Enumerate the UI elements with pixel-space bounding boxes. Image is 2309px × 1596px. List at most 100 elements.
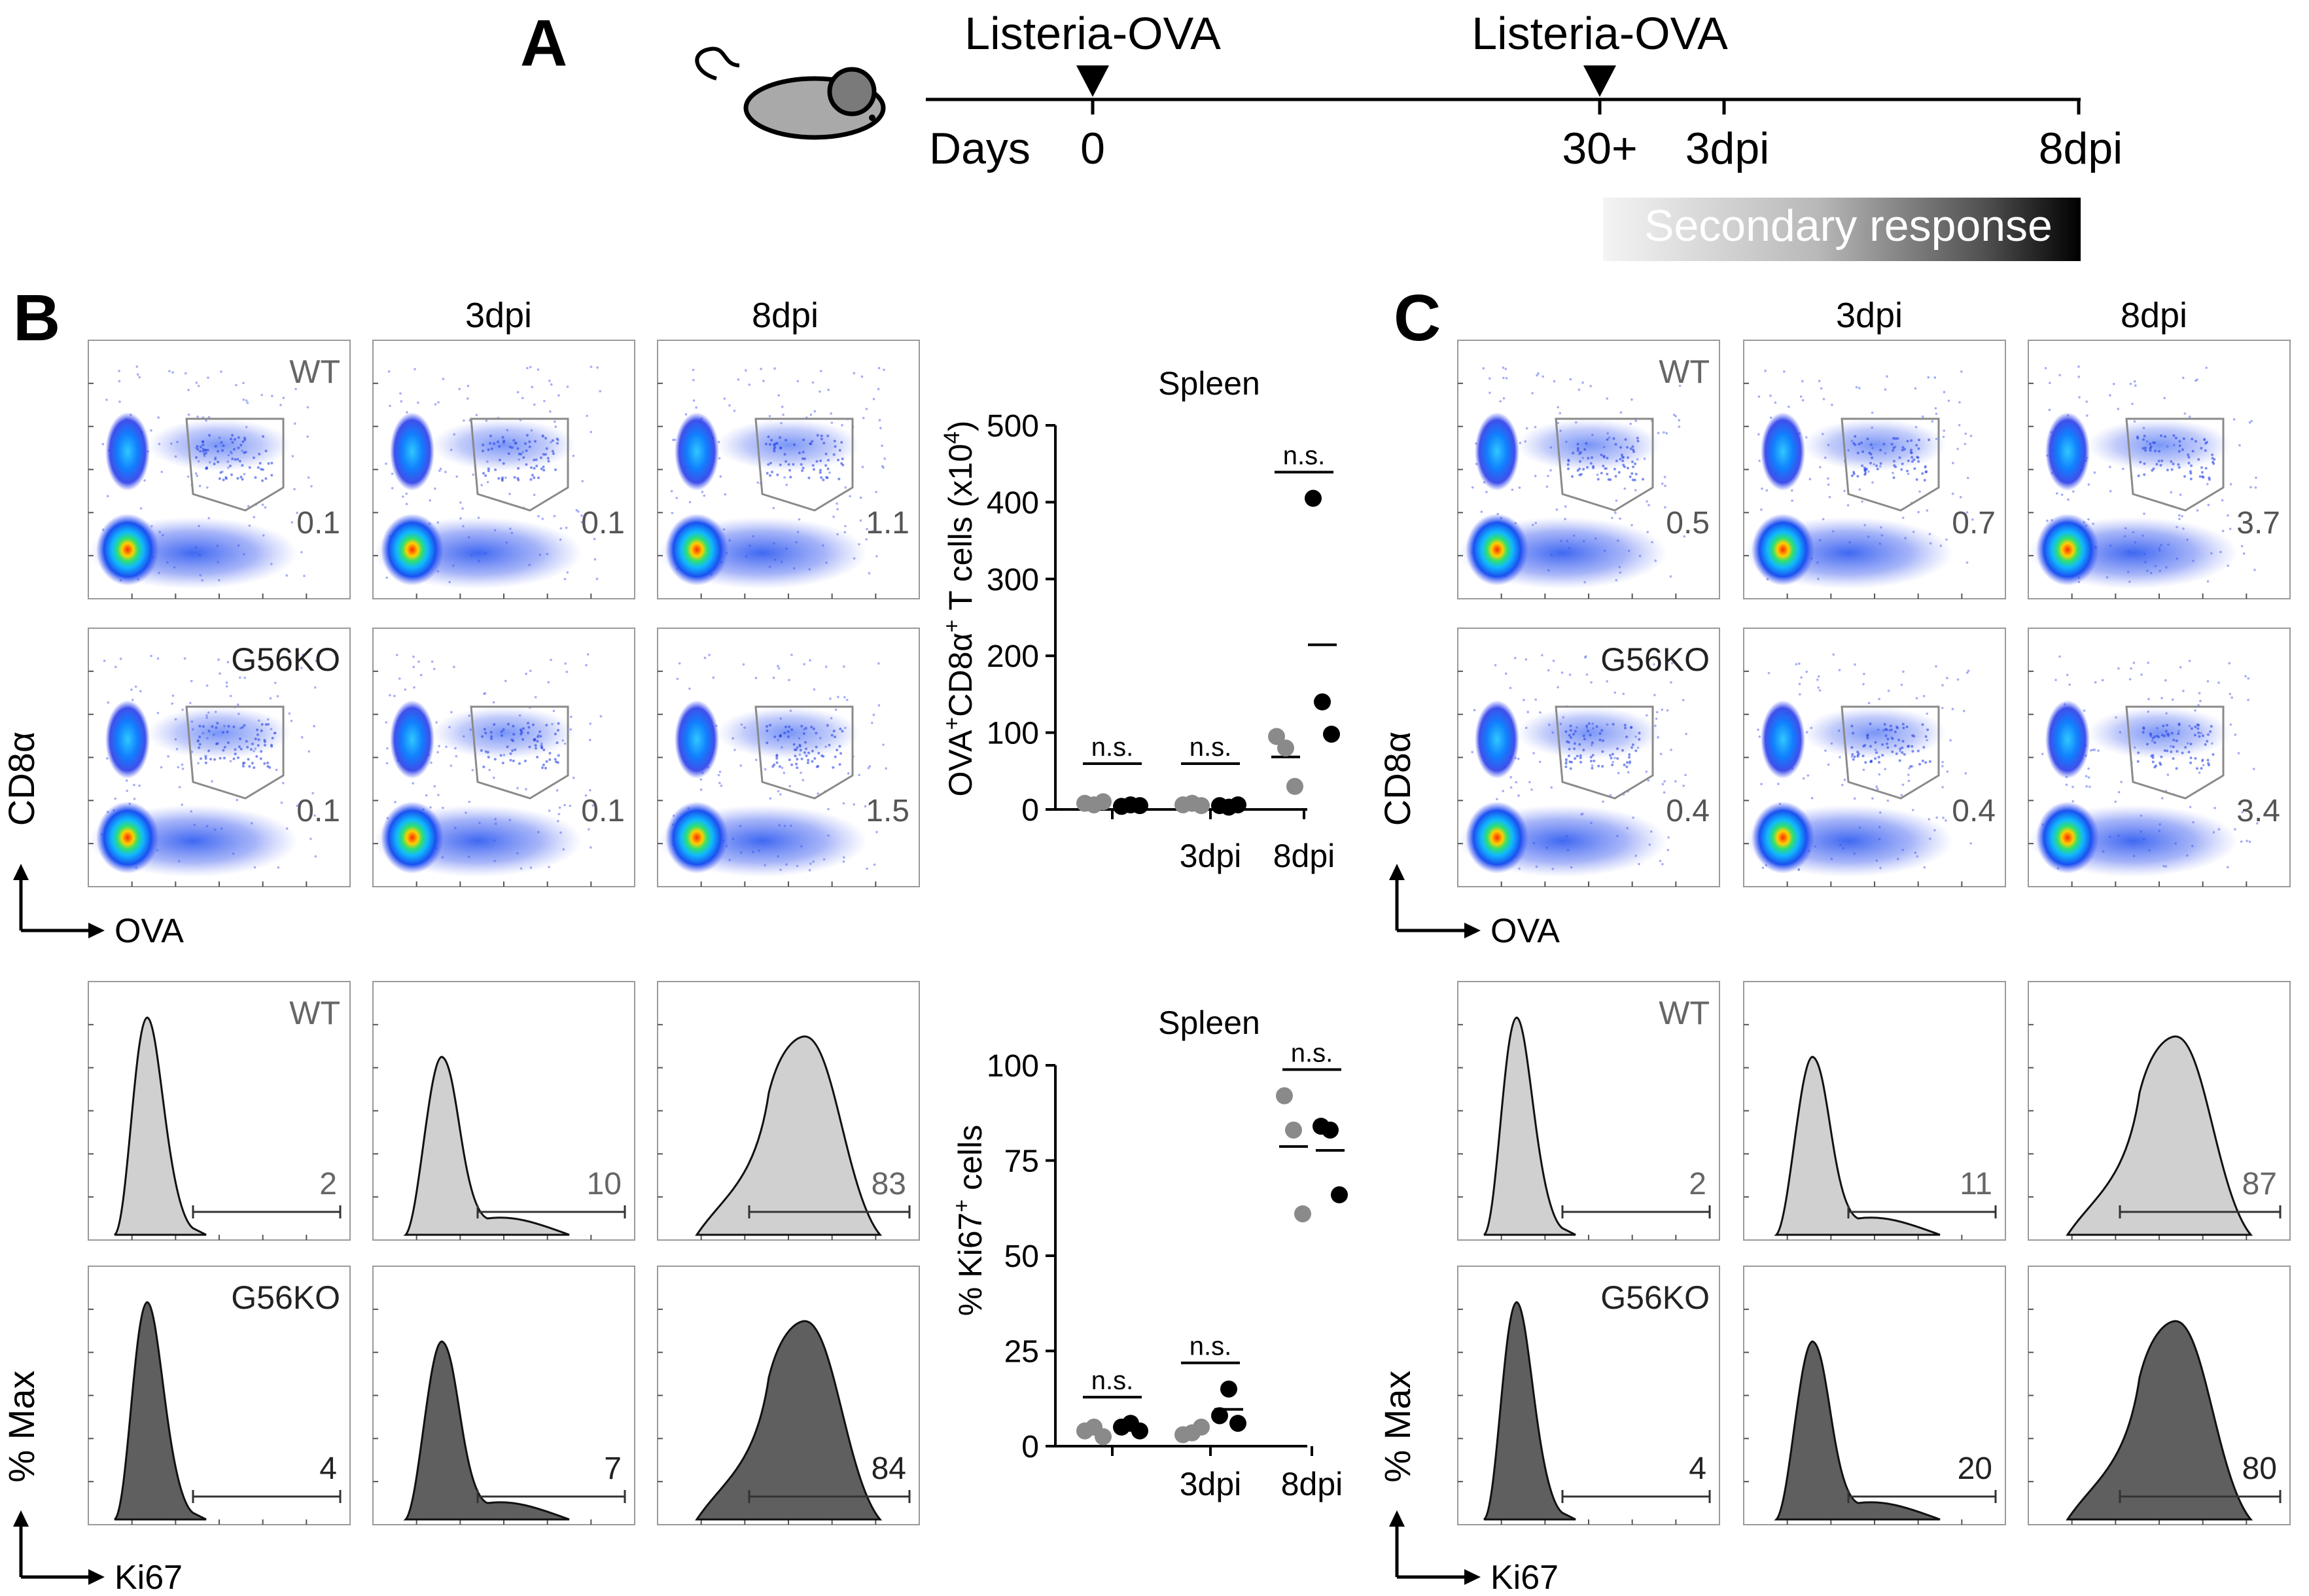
marker-frequency: 2: [319, 1167, 337, 1201]
marker-frequency: 80: [2242, 1451, 2277, 1486]
significance-label: n.s.: [1291, 1039, 1333, 1068]
significance-label: n.s.: [1283, 442, 1325, 470]
mouse-icon: [695, 46, 886, 140]
histogram-b-1-0: 4 G56KO: [88, 1266, 351, 1525]
marker-frequency: 83: [872, 1167, 906, 1201]
dot-plot-c-0-2: 3.7: [2028, 340, 2291, 599]
secondary-response-bar: [1603, 198, 2081, 261]
histogram-c-1-2: 80: [2028, 1266, 2291, 1525]
dot-plot-c-1-1: 0.4: [1743, 628, 2006, 887]
gate-frequency: 0.1: [581, 506, 625, 541]
data-point-g56ko: [1323, 725, 1340, 743]
chart-2-plot: 0 25 50 75 100 n.s. n.s. n.s.: [987, 1039, 1348, 1464]
data-point-g56ko: [1322, 1121, 1339, 1139]
col-header-3dpi-c: 3dpi: [1836, 296, 1903, 335]
inoculation-label-2: Listeria-OVA: [1472, 8, 1728, 59]
hist-x-axis-label-c: Ki67: [1490, 1559, 1559, 1596]
y-tick-label: 75: [1004, 1144, 1039, 1179]
gate-frequency: 0.7: [1952, 506, 1996, 541]
hist-y-axis-label-c: % Max: [1377, 1370, 1418, 1482]
chart-2: Spleen % Ki67+ cells 3dpi 8dpi: [949, 1004, 1343, 1502]
panel-label-c: C: [1394, 281, 1441, 355]
dot-axes-b: CD8α OVA: [1, 732, 184, 950]
marker-frequency: 20: [1958, 1451, 1992, 1486]
row-label: G56KO: [1600, 641, 1710, 678]
data-point-wt: [1268, 728, 1285, 745]
gate-frequency: 0.1: [296, 506, 340, 541]
gate-frequency: 0.5: [1666, 506, 1710, 541]
row-label: WT: [1659, 353, 1710, 390]
chart-1-cat-3dpi: 3dpi: [1180, 838, 1242, 874]
marker-frequency: 4: [319, 1451, 337, 1486]
row-label: WT: [1659, 995, 1710, 1031]
row-label: G56KO: [1600, 1279, 1710, 1316]
y-tick-label: 100: [987, 717, 1039, 751]
data-point-g56ko: [1220, 1380, 1237, 1398]
data-point-wt: [1193, 1418, 1210, 1436]
col-header-8dpi-b: 8dpi: [752, 296, 819, 335]
timeline: Listeria-OVA Listeria-OVA Days 0 30+ 3dp…: [926, 8, 2123, 261]
marker-frequency: 7: [604, 1451, 622, 1486]
chart-2-ylabel: % Ki67+ cells: [949, 1125, 989, 1316]
data-point-wt: [1095, 1428, 1112, 1445]
chart-2-cat-3dpi: 3dpi: [1180, 1466, 1242, 1502]
col-header-8dpi-c: 8dpi: [2121, 296, 2187, 335]
data-point-g56ko: [1331, 1186, 1348, 1203]
y-tick-label: 400: [987, 486, 1039, 520]
histogram-c-1-0: 4 G56KO: [1457, 1266, 1720, 1525]
dot-plot-c-1-0: 0.4 G56KO: [1457, 628, 1720, 887]
dot-y-axis-label-c: CD8α: [1377, 732, 1418, 826]
y-tick-label: 50: [1004, 1239, 1039, 1274]
y-tick-label: 100: [987, 1049, 1039, 1084]
histogram-b-1-1: 7: [372, 1266, 635, 1525]
hist-y-axis-label-b: % Max: [1, 1370, 42, 1482]
data-point-wt: [1294, 1205, 1311, 1222]
histogram-b-0-2: 83: [657, 981, 920, 1241]
data-point-wt: [1276, 1087, 1293, 1105]
gate-frequency: 0.1: [581, 794, 625, 828]
y-tick-label: 0: [1021, 793, 1039, 828]
gate-frequency: 3.4: [2236, 794, 2280, 828]
days-label: Days: [929, 124, 1031, 173]
panel-label-b: B: [13, 281, 60, 355]
marker-frequency: 84: [872, 1451, 906, 1486]
dot-plot-b-0-0: 0.1 WT: [88, 340, 351, 599]
gate-frequency: 0.4: [1952, 794, 1996, 828]
dot-plot-c-0-0: 0.5 WT: [1457, 340, 1720, 599]
y-tick-label: 25: [1004, 1335, 1039, 1370]
marker-frequency: 11: [1960, 1167, 1992, 1201]
dot-axes-c: CD8α OVA: [1377, 732, 1560, 950]
data-point-g56ko: [1131, 1422, 1148, 1440]
data-point-wt: [1286, 777, 1303, 795]
dot-plot-b-1-2: 1.5: [657, 628, 920, 887]
gate-frequency: 0.1: [296, 794, 340, 828]
row-label: WT: [289, 353, 340, 390]
data-point-g56ko: [1131, 797, 1148, 815]
row-label: WT: [289, 995, 340, 1031]
y-tick-label: 300: [987, 563, 1039, 597]
marker-frequency: 4: [1689, 1451, 1706, 1486]
dot-plot-c-1-2: 3.4: [2028, 628, 2291, 887]
gate-frequency: 1.5: [866, 794, 909, 828]
data-point-g56ko: [1229, 796, 1246, 813]
tick-label-30: 30+: [1562, 124, 1637, 173]
dot-x-axis-label-c: OVA: [1490, 912, 1560, 950]
data-point-g56ko: [1229, 1415, 1246, 1432]
tick-label-8dpi: 8dpi: [2039, 124, 2123, 173]
injection-arrow-1: [1076, 65, 1109, 97]
dot-plot-b-0-1: 0.1: [372, 340, 635, 599]
row-label: G56KO: [231, 641, 340, 678]
chart-1-title: Spleen: [1158, 365, 1260, 402]
dot-plot-b-1-0: 0.1 G56KO: [88, 628, 351, 887]
dot-plot-b-1-1: 0.1: [372, 628, 635, 887]
data-point-wt: [1277, 739, 1294, 757]
marker-frequency: 2: [1689, 1167, 1706, 1201]
data-point-g56ko: [1211, 1407, 1228, 1425]
y-tick-label: 500: [987, 409, 1039, 444]
marker-frequency: 10: [587, 1167, 622, 1201]
histogram-c-0-2: 87: [2028, 981, 2291, 1241]
data-point-wt: [1285, 1121, 1302, 1139]
dot-plot-c-0-1: 0.7: [1743, 340, 2006, 599]
chart-1-plot: 0 100 200 300 400 500 n.s. n.s. n.s.: [987, 409, 1340, 828]
